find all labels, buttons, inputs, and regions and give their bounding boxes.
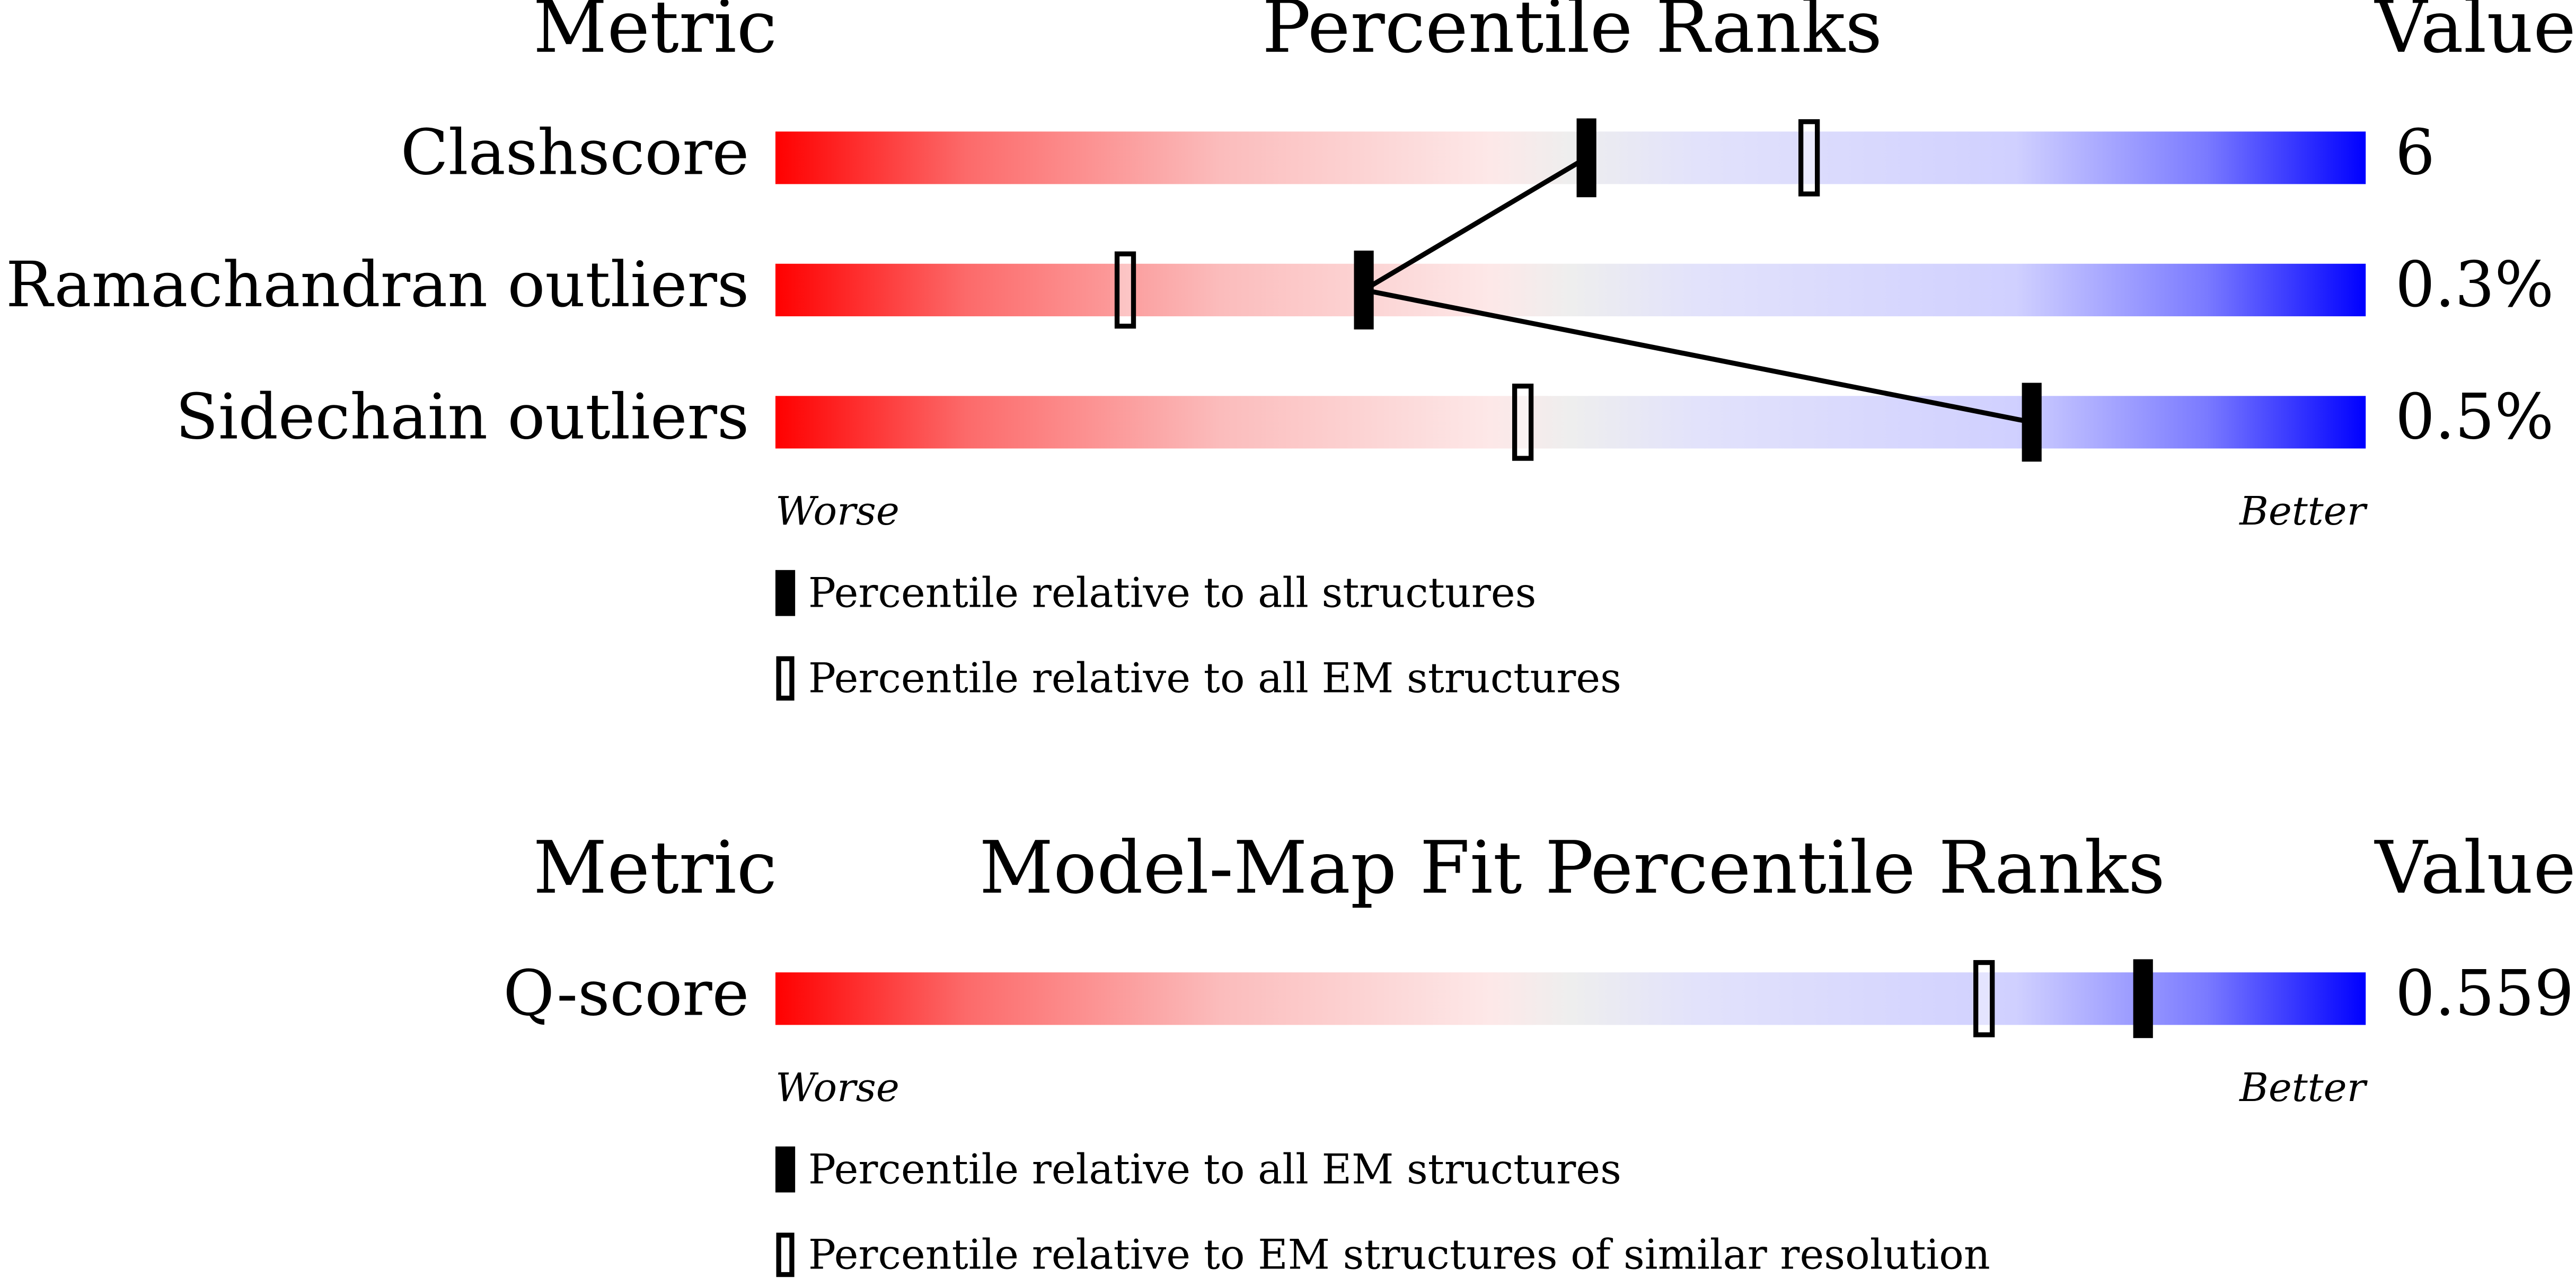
legend-swatch-open: [776, 656, 795, 701]
slider-bar: [775, 131, 2366, 184]
legend-label: Percentile relative to EM structures of …: [808, 1231, 1990, 1278]
percentile-marker: [2022, 383, 2042, 462]
chart-title: Model-Map Fit Percentile Ranks: [980, 826, 2165, 910]
slider-bar: [775, 263, 2366, 316]
percentile-marker: [2133, 959, 2153, 1039]
slider-bar: [775, 396, 2366, 449]
chart-title: Percentile Ranks: [1262, 0, 1882, 69]
value-header: Value: [2374, 0, 2576, 69]
percentile-marker: [1354, 250, 1374, 330]
value-header: Value: [2374, 826, 2576, 910]
better-label: Better: [2238, 1064, 2368, 1111]
metric-value: 6: [2395, 116, 2435, 189]
legend-swatch-open: [776, 1232, 795, 1277]
legend-swatch: [775, 1146, 796, 1193]
metric-label: Q-score: [503, 957, 749, 1030]
legend-label: Percentile relative to all EM structures: [808, 1146, 1621, 1193]
slider-bar: [775, 972, 2366, 1025]
metric-label: Sidechain outliers: [175, 380, 749, 453]
percentile-marker-open: [1114, 251, 1136, 329]
metric-header: Metric: [533, 0, 777, 69]
percentile-marker-open: [1512, 384, 1534, 461]
worse-label: Worse: [775, 1064, 899, 1111]
metric-label: Ramachandran outliers: [6, 248, 749, 321]
worse-label: Worse: [775, 488, 899, 534]
metric-value: 0.5%: [2395, 380, 2554, 453]
legend-label: Percentile relative to all structures: [808, 569, 1536, 617]
percentile-marker-open: [1973, 960, 1995, 1037]
percentile-marker-open: [1798, 119, 1820, 197]
metric-header: Metric: [533, 826, 777, 910]
metric-label: Clashscore: [401, 116, 749, 189]
legend-swatch: [775, 570, 796, 616]
metric-value: 0.559: [2395, 957, 2574, 1030]
better-label: Better: [2238, 488, 2368, 534]
legend-label: Percentile relative to all EM structures: [808, 655, 1621, 703]
metric-value: 0.3%: [2395, 248, 2554, 321]
percentile-marker: [1576, 118, 1596, 198]
